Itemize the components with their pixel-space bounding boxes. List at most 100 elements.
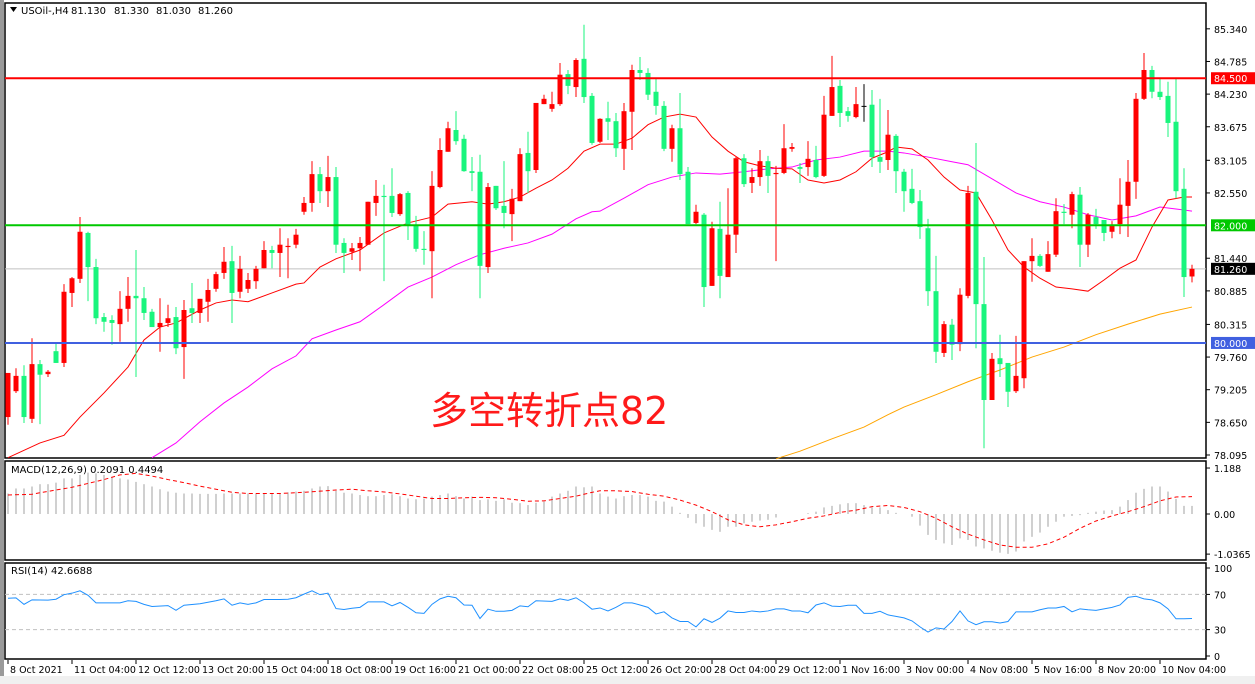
candle[interactable]	[317, 167, 323, 203]
candle[interactable]	[669, 124, 675, 162]
candle[interactable]	[925, 218, 931, 306]
candle[interactable]	[101, 312, 107, 332]
candle[interactable]	[21, 365, 27, 423]
candle[interactable]	[645, 68, 651, 100]
candle[interactable]	[517, 148, 523, 202]
candle[interactable]	[597, 118, 603, 143]
candle[interactable]	[525, 131, 531, 193]
candle[interactable]	[429, 171, 435, 299]
candle[interactable]	[725, 188, 731, 278]
candle[interactable]	[461, 134, 467, 172]
candle[interactable]	[37, 360, 43, 425]
candle[interactable]	[141, 287, 147, 320]
candle[interactable]	[1149, 65, 1155, 99]
candle[interactable]	[69, 277, 75, 308]
candle[interactable]	[469, 157, 475, 192]
candle[interactable]	[789, 142, 795, 152]
candle[interactable]	[437, 138, 443, 189]
candle[interactable]	[333, 167, 339, 253]
candle[interactable]	[149, 308, 155, 328]
candle[interactable]	[181, 300, 187, 379]
candle[interactable]	[621, 102, 627, 170]
candle[interactable]	[1013, 335, 1019, 393]
candle[interactable]	[109, 315, 115, 345]
candle[interactable]	[125, 277, 131, 322]
candle[interactable]	[509, 188, 515, 242]
candle[interactable]	[365, 201, 371, 245]
candle[interactable]	[77, 217, 83, 283]
candle[interactable]	[205, 278, 211, 322]
candle[interactable]	[613, 112, 619, 158]
candle[interactable]	[373, 180, 379, 216]
price-panel[interactable]	[4, 2, 1207, 460]
candle[interactable]	[981, 257, 987, 449]
candle[interactable]	[565, 70, 571, 95]
candle[interactable]	[293, 228, 299, 249]
candle[interactable]	[941, 321, 947, 358]
candle[interactable]	[229, 245, 235, 323]
candle[interactable]	[957, 288, 963, 352]
candle[interactable]	[781, 124, 787, 175]
candle[interactable]	[917, 190, 923, 239]
candle[interactable]	[61, 284, 67, 368]
candle[interactable]	[709, 221, 715, 286]
candle[interactable]	[445, 121, 451, 152]
candle[interactable]	[741, 154, 747, 188]
candle[interactable]	[477, 154, 483, 299]
candle[interactable]	[853, 87, 859, 119]
candle[interactable]	[325, 155, 331, 208]
candle[interactable]	[13, 368, 19, 393]
candle[interactable]	[605, 101, 611, 140]
candle[interactable]	[653, 78, 659, 115]
candle[interactable]	[1053, 198, 1059, 258]
candle[interactable]	[165, 304, 171, 328]
candle[interactable]	[677, 92, 683, 180]
rsi-panel[interactable]	[4, 562, 1207, 660]
candle[interactable]	[253, 265, 259, 289]
candle[interactable]	[1077, 187, 1083, 268]
candle[interactable]	[1173, 78, 1179, 199]
candle[interactable]	[965, 185, 971, 299]
candle[interactable]	[1133, 92, 1139, 199]
candle[interactable]	[1101, 220, 1107, 242]
candle[interactable]	[973, 142, 979, 349]
candle[interactable]	[1165, 81, 1171, 138]
candle[interactable]	[1109, 221, 1115, 239]
candle[interactable]	[277, 228, 283, 278]
candle[interactable]	[837, 80, 843, 128]
candle[interactable]	[269, 245, 275, 269]
candle[interactable]	[589, 92, 595, 145]
candle[interactable]	[189, 282, 195, 323]
candle[interactable]	[997, 334, 1003, 378]
candle[interactable]	[861, 84, 867, 122]
candle[interactable]	[397, 192, 403, 216]
candle[interactable]	[341, 238, 347, 273]
candle[interactable]	[485, 182, 491, 273]
candle[interactable]	[813, 145, 819, 179]
candle[interactable]	[829, 55, 835, 116]
candle[interactable]	[1061, 204, 1067, 225]
candle[interactable]	[797, 162, 803, 183]
candle[interactable]	[285, 238, 291, 279]
candle[interactable]	[749, 168, 755, 193]
candle[interactable]	[261, 241, 267, 269]
candle[interactable]	[557, 62, 563, 106]
candle[interactable]	[877, 98, 883, 173]
candle[interactable]	[869, 90, 875, 168]
candle[interactable]	[349, 242, 355, 260]
candle[interactable]	[237, 255, 243, 299]
candle[interactable]	[821, 95, 827, 178]
candle[interactable]	[245, 272, 251, 293]
candle[interactable]	[549, 91, 555, 112]
candle[interactable]	[381, 184, 387, 282]
macd-panel[interactable]	[4, 460, 1207, 561]
candle[interactable]	[885, 110, 891, 170]
candle[interactable]	[5, 372, 11, 425]
candle[interactable]	[29, 338, 35, 423]
candle[interactable]	[501, 161, 507, 229]
candle[interactable]	[301, 197, 307, 215]
candle[interactable]	[1189, 264, 1195, 283]
candle[interactable]	[805, 141, 811, 176]
candle[interactable]	[309, 161, 315, 212]
